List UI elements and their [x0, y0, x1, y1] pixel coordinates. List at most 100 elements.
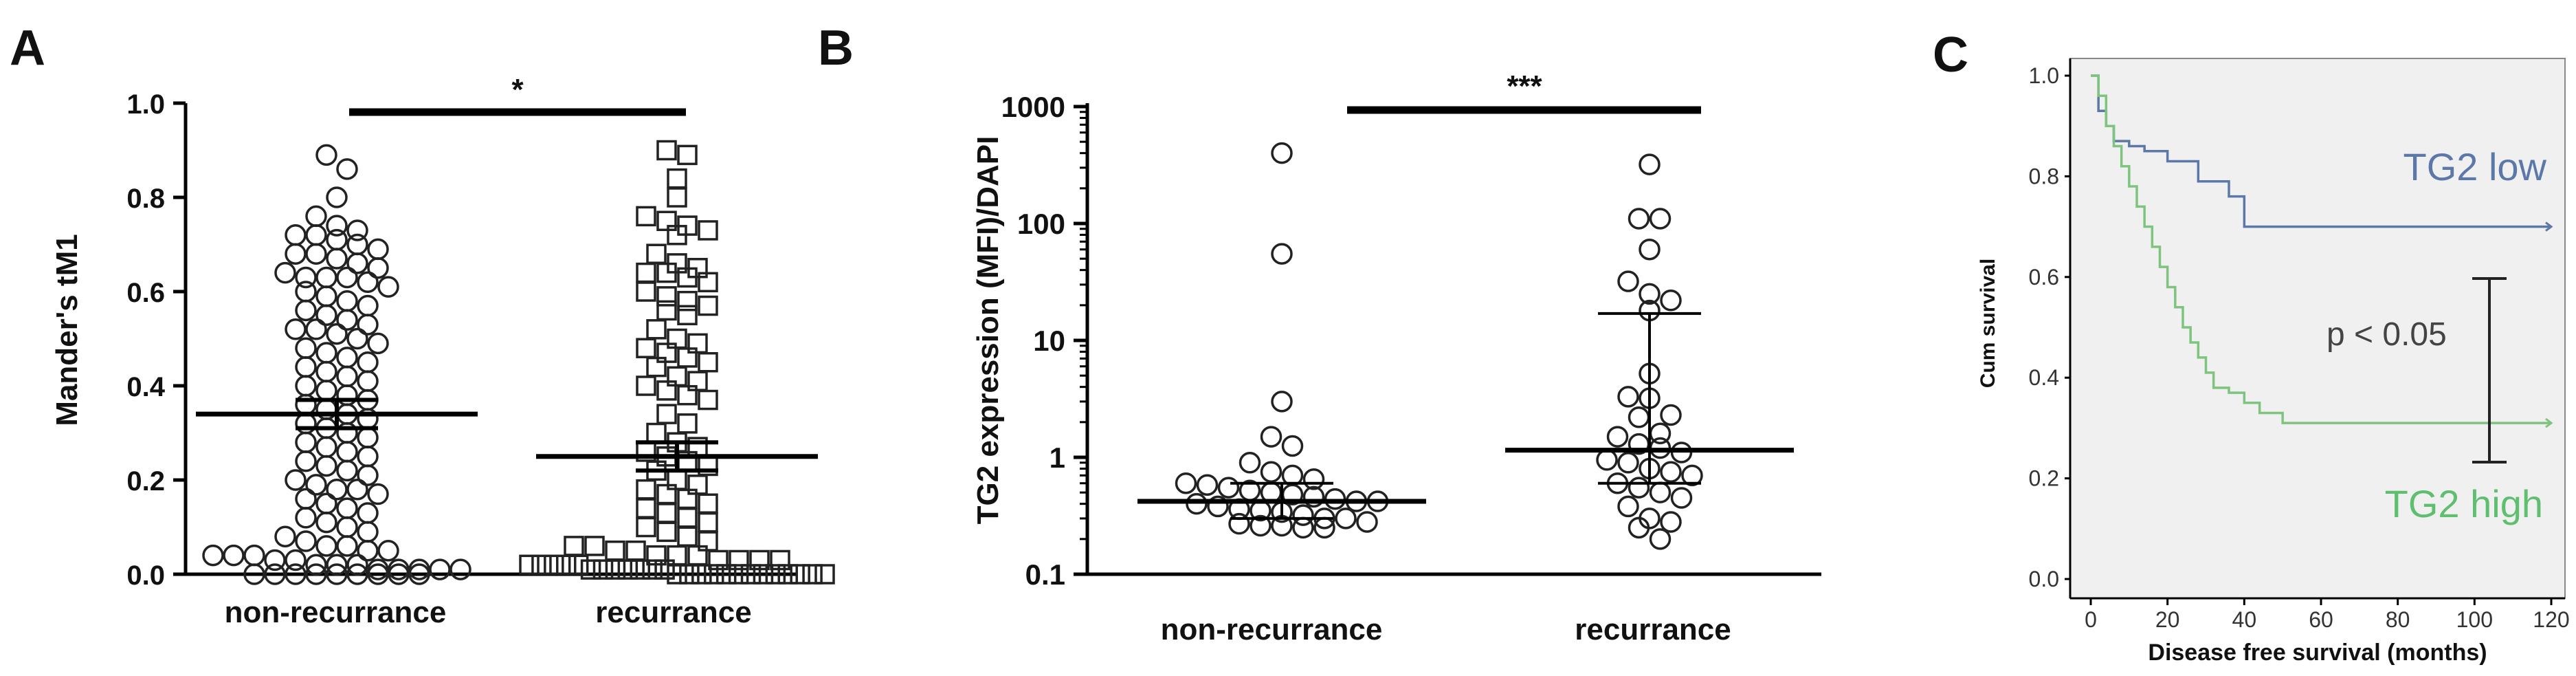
data-point-square — [698, 389, 718, 411]
data-point-square — [677, 526, 698, 547]
data-point-circle — [295, 450, 317, 472]
data-point-square — [753, 564, 774, 585]
panel-c-y-tick-label: 1.0 — [2029, 63, 2059, 88]
data-point-square — [656, 300, 677, 321]
data-point-circle — [1302, 486, 1325, 508]
data-point-circle — [243, 544, 265, 567]
data-point-square — [698, 531, 718, 552]
data-point-circle — [274, 261, 296, 284]
data-point-circle — [1292, 504, 1314, 526]
data-point-square — [646, 356, 667, 378]
data-point-circle — [429, 558, 451, 580]
data-point-square — [564, 536, 584, 556]
data-point-circle — [346, 219, 368, 241]
data-point-circle — [315, 455, 337, 477]
data-point-square — [580, 559, 601, 580]
data-point-circle — [295, 356, 317, 378]
data-point-circle — [315, 360, 337, 383]
data-point-square — [568, 554, 589, 576]
data-point-circle — [295, 299, 317, 322]
panel-a-x-tick-label: non-recurrance — [225, 596, 447, 629]
data-point-circle — [295, 488, 317, 510]
data-point-circle — [326, 228, 348, 251]
data-point-circle — [357, 314, 379, 336]
data-point-square — [556, 554, 577, 576]
data-point-square — [646, 243, 667, 264]
data-point-square — [698, 272, 718, 293]
panel-b-y-tick-label: 1000 — [1001, 91, 1065, 123]
data-point-square — [636, 281, 656, 302]
data-point-circle — [408, 563, 430, 585]
data-point-square — [677, 305, 698, 325]
data-point-square — [667, 366, 687, 387]
data-point-circle — [295, 375, 317, 397]
data-point-square — [677, 384, 698, 406]
data-point-circle — [315, 304, 337, 326]
data-point-circle — [315, 342, 337, 364]
data-point-square — [636, 479, 656, 500]
data-point-square — [677, 508, 698, 528]
legend-label-tg2-high: TG2 high — [2385, 482, 2543, 525]
data-point-square — [636, 338, 656, 358]
data-point-circle — [1660, 461, 1682, 483]
panel-b-y-tick-label: 100 — [1017, 208, 1065, 240]
panel-c-y-tick-label: 0.6 — [2029, 265, 2059, 290]
data-point-circle — [1271, 243, 1293, 265]
panel-a-y-tick-label: 0.8 — [126, 184, 165, 214]
data-point-square — [625, 541, 646, 561]
data-point-circle — [1175, 472, 1197, 494]
data-point-square — [677, 144, 698, 166]
data-point-square — [656, 286, 677, 307]
data-point-circle — [336, 535, 358, 557]
data-point-circle — [326, 554, 348, 576]
data-point-circle — [243, 563, 265, 585]
panel-c-x-tick-label: 120 — [2533, 607, 2569, 632]
data-point-circle — [1260, 461, 1283, 483]
data-point-circle — [357, 502, 379, 524]
data-point-circle — [336, 347, 358, 369]
data-point-square — [802, 564, 823, 585]
data-point-square — [656, 262, 677, 283]
data-point-circle — [285, 563, 307, 585]
data-point-circle — [223, 544, 245, 567]
data-point-circle — [285, 224, 307, 246]
panel-c-y-tick-label: 0.2 — [2029, 466, 2059, 491]
data-point-square — [656, 503, 677, 523]
data-point-circle — [295, 281, 317, 303]
data-point-circle — [1628, 477, 1650, 499]
data-point-circle — [1596, 449, 1618, 471]
panel-c-x-tick-label: 100 — [2456, 607, 2493, 632]
data-point-circle — [1302, 468, 1325, 490]
data-point-circle — [1292, 516, 1314, 539]
data-point-circle — [1250, 514, 1272, 537]
data-point-circle — [388, 563, 410, 585]
data-point-square — [617, 559, 639, 580]
data-point-circle — [1617, 386, 1639, 408]
panel-b-x-tick-label: recurrance — [1575, 613, 1731, 646]
data-point-circle — [1670, 487, 1693, 509]
panel-a-y-tick-label: 0.4 — [126, 372, 165, 402]
data-point-square — [646, 422, 667, 444]
data-point-circle — [1660, 290, 1682, 312]
data-point-circle — [295, 266, 317, 289]
data-point-circle — [1281, 435, 1304, 457]
data-point-circle — [1271, 391, 1293, 413]
data-point-square — [667, 187, 687, 208]
data-point-circle — [336, 309, 358, 331]
data-point-square — [636, 262, 656, 283]
data-point-circle — [1617, 270, 1639, 292]
data-point-circle — [1649, 208, 1672, 230]
data-point-circle — [326, 323, 348, 345]
data-point-square — [687, 371, 708, 391]
data-point-square — [677, 290, 698, 312]
data-point-square — [656, 380, 677, 401]
data-point-square — [728, 564, 749, 585]
data-point-circle — [1228, 512, 1250, 535]
data-point-circle — [1649, 528, 1672, 550]
panel-c-y-label: Cum survival — [1977, 259, 1999, 388]
data-point-square — [656, 140, 677, 161]
data-point-circle — [1271, 142, 1293, 164]
data-point-circle — [285, 243, 307, 265]
panel-b-significance-label: *** — [1507, 69, 1542, 103]
